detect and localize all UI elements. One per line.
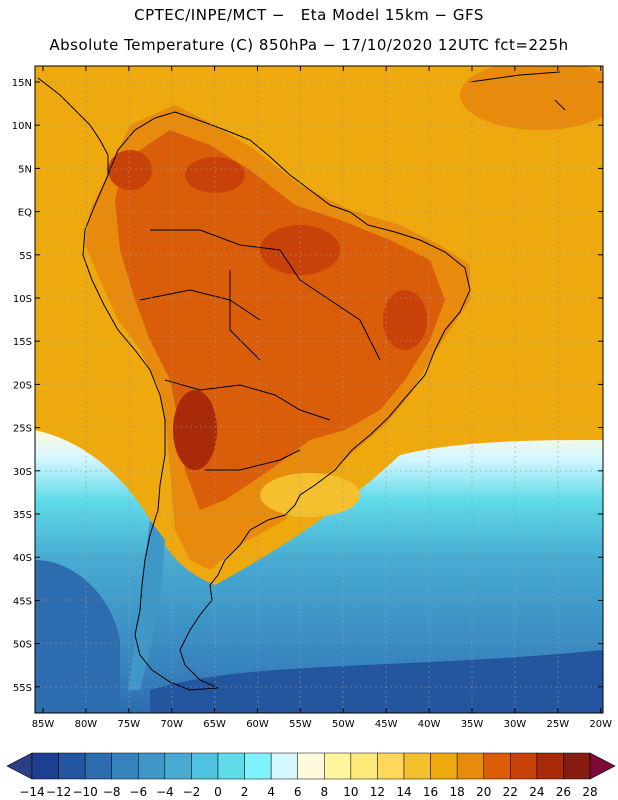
- lat-label: 15S: [13, 337, 32, 348]
- colorbar-label: 10: [343, 785, 358, 799]
- lat-label: 5S: [19, 251, 32, 262]
- lat-label: EQ: [18, 208, 32, 219]
- colorbar-label: −6: [129, 785, 147, 799]
- south-america-coastline: [82, 111, 471, 691]
- colorbar-label: 24: [529, 785, 544, 799]
- lon-label: 50W: [332, 719, 355, 730]
- warm-patch-ne: [460, 66, 603, 130]
- lon-label: 45W: [375, 719, 398, 730]
- colorbar-label: 8: [320, 785, 328, 799]
- title-line-2: Absolute Temperature (C) 850hPa − 17/10/…: [49, 36, 569, 54]
- colorbar-swatch: [350, 752, 378, 780]
- lat-label: 40S: [13, 553, 32, 564]
- lat-label: 20S: [13, 380, 32, 391]
- colorbar-swatch: [430, 752, 458, 780]
- cold-sw-patch: [35, 560, 120, 713]
- lon-label: 70W: [160, 719, 183, 730]
- lon-label: 80W: [75, 719, 98, 730]
- lon-label: 75W: [117, 719, 140, 730]
- lon-label: 25W: [546, 719, 569, 730]
- cold-s-patch: [150, 650, 603, 713]
- colorbar-label: 0: [214, 785, 222, 799]
- colorbar-label: 12: [370, 785, 385, 799]
- colorbar-label: −4: [156, 785, 174, 799]
- lon-label: 85W: [32, 719, 55, 730]
- hot-core-3: [383, 290, 427, 350]
- colorbar-swatch: [536, 752, 564, 780]
- lat-label: 50S: [13, 640, 32, 651]
- andes-cool: [128, 520, 165, 690]
- lon-label: 35W: [461, 719, 484, 730]
- lat-label: 25S: [13, 424, 32, 435]
- colorbar-label: −2: [183, 785, 201, 799]
- lon-label: 65W: [203, 719, 226, 730]
- colorbar-label: 26: [556, 785, 571, 799]
- colorbar-label: 20: [476, 785, 491, 799]
- hot-core-2: [185, 157, 245, 193]
- lat-label: 15N: [12, 78, 32, 89]
- colorbar-label: −10: [72, 785, 97, 799]
- country-borders: [139, 229, 381, 471]
- lat-label: 45S: [13, 596, 32, 607]
- colorbar-low-arrow: [6, 752, 33, 780]
- colorbar: −14 −12 −10 −8 −6 −4 −2 0 2 4 6 8 10 12 14 16 18 20 22 24 26…: [6, 752, 616, 799]
- colorbar-label: 4: [267, 785, 275, 799]
- colorbar-label: −14: [19, 785, 44, 799]
- colorbar-label: 22: [503, 785, 518, 799]
- colorbar-swatch: [456, 752, 484, 780]
- colorbar-swatch: [510, 752, 538, 780]
- colorbar-swatch: [191, 752, 219, 780]
- colorbar-swatch: [377, 752, 405, 780]
- mild-patch-se: [260, 473, 360, 517]
- colorbar-label: 14: [396, 785, 411, 799]
- colorbar-swatch: [31, 752, 59, 780]
- longitude-axis: 85W 80W 75W 70W 65W 60W 55W 50W 45W 40W 35W 30W 25W 2…: [32, 66, 612, 730]
- colorbar-label: 6: [294, 785, 302, 799]
- lon-label: 30W: [504, 719, 527, 730]
- colorbar-label: −8: [103, 785, 121, 799]
- lat-label: 30S: [13, 467, 32, 478]
- colorbar-swatch: [58, 752, 86, 780]
- colorbar-swatch: [324, 752, 352, 780]
- colorbar-swatch: [563, 752, 591, 780]
- hot-core-4: [173, 390, 217, 470]
- colorbar-label: 16: [423, 785, 438, 799]
- colorbar-swatch: [270, 752, 298, 780]
- colorbar-high-arrow: [589, 752, 616, 780]
- title-line-1: CPTEC/INPE/MCT − Eta Model 15km − GFS: [134, 6, 484, 24]
- colorbar-swatch: [111, 752, 139, 780]
- temperature-field: [35, 66, 603, 713]
- hot-core-5: [260, 225, 340, 275]
- lon-label: 40W: [418, 719, 441, 730]
- cool-south-band: [35, 430, 603, 713]
- lat-label: 5N: [18, 164, 32, 175]
- lat-label: 10N: [12, 121, 32, 132]
- lon-label: 20W: [589, 719, 612, 730]
- lat-label: 10S: [13, 294, 32, 305]
- hot-core-1: [108, 150, 152, 190]
- colorbar-label: −12: [46, 785, 71, 799]
- colorbar-swatch: [138, 752, 166, 780]
- lat-label: 35S: [13, 510, 32, 521]
- lon-label: 55W: [289, 719, 312, 730]
- colorbar-swatch: [403, 752, 431, 780]
- lat-label: 55S: [13, 683, 32, 694]
- colorbar-swatch: [483, 752, 511, 780]
- colorbar-label: 18: [450, 785, 465, 799]
- colorbar-swatch: [244, 752, 272, 780]
- latitude-axis: 15N 10N 5N EQ 5S 10S 15S 20S 25S 30S 35S 40S 45S 50S 5…: [12, 78, 603, 694]
- caribbean-islands: [469, 71, 566, 111]
- colorbar-swatch: [164, 752, 192, 780]
- coastline-layer: [37, 71, 566, 691]
- colorbar-swatch: [297, 752, 325, 780]
- lon-label: 60W: [246, 719, 269, 730]
- colorbar-swatch: [217, 752, 245, 780]
- map-frame: [34, 65, 604, 714]
- colorbar-label: 28: [582, 785, 597, 799]
- colorbar-label: 2: [241, 785, 249, 799]
- colorbar-swatch: [84, 752, 112, 780]
